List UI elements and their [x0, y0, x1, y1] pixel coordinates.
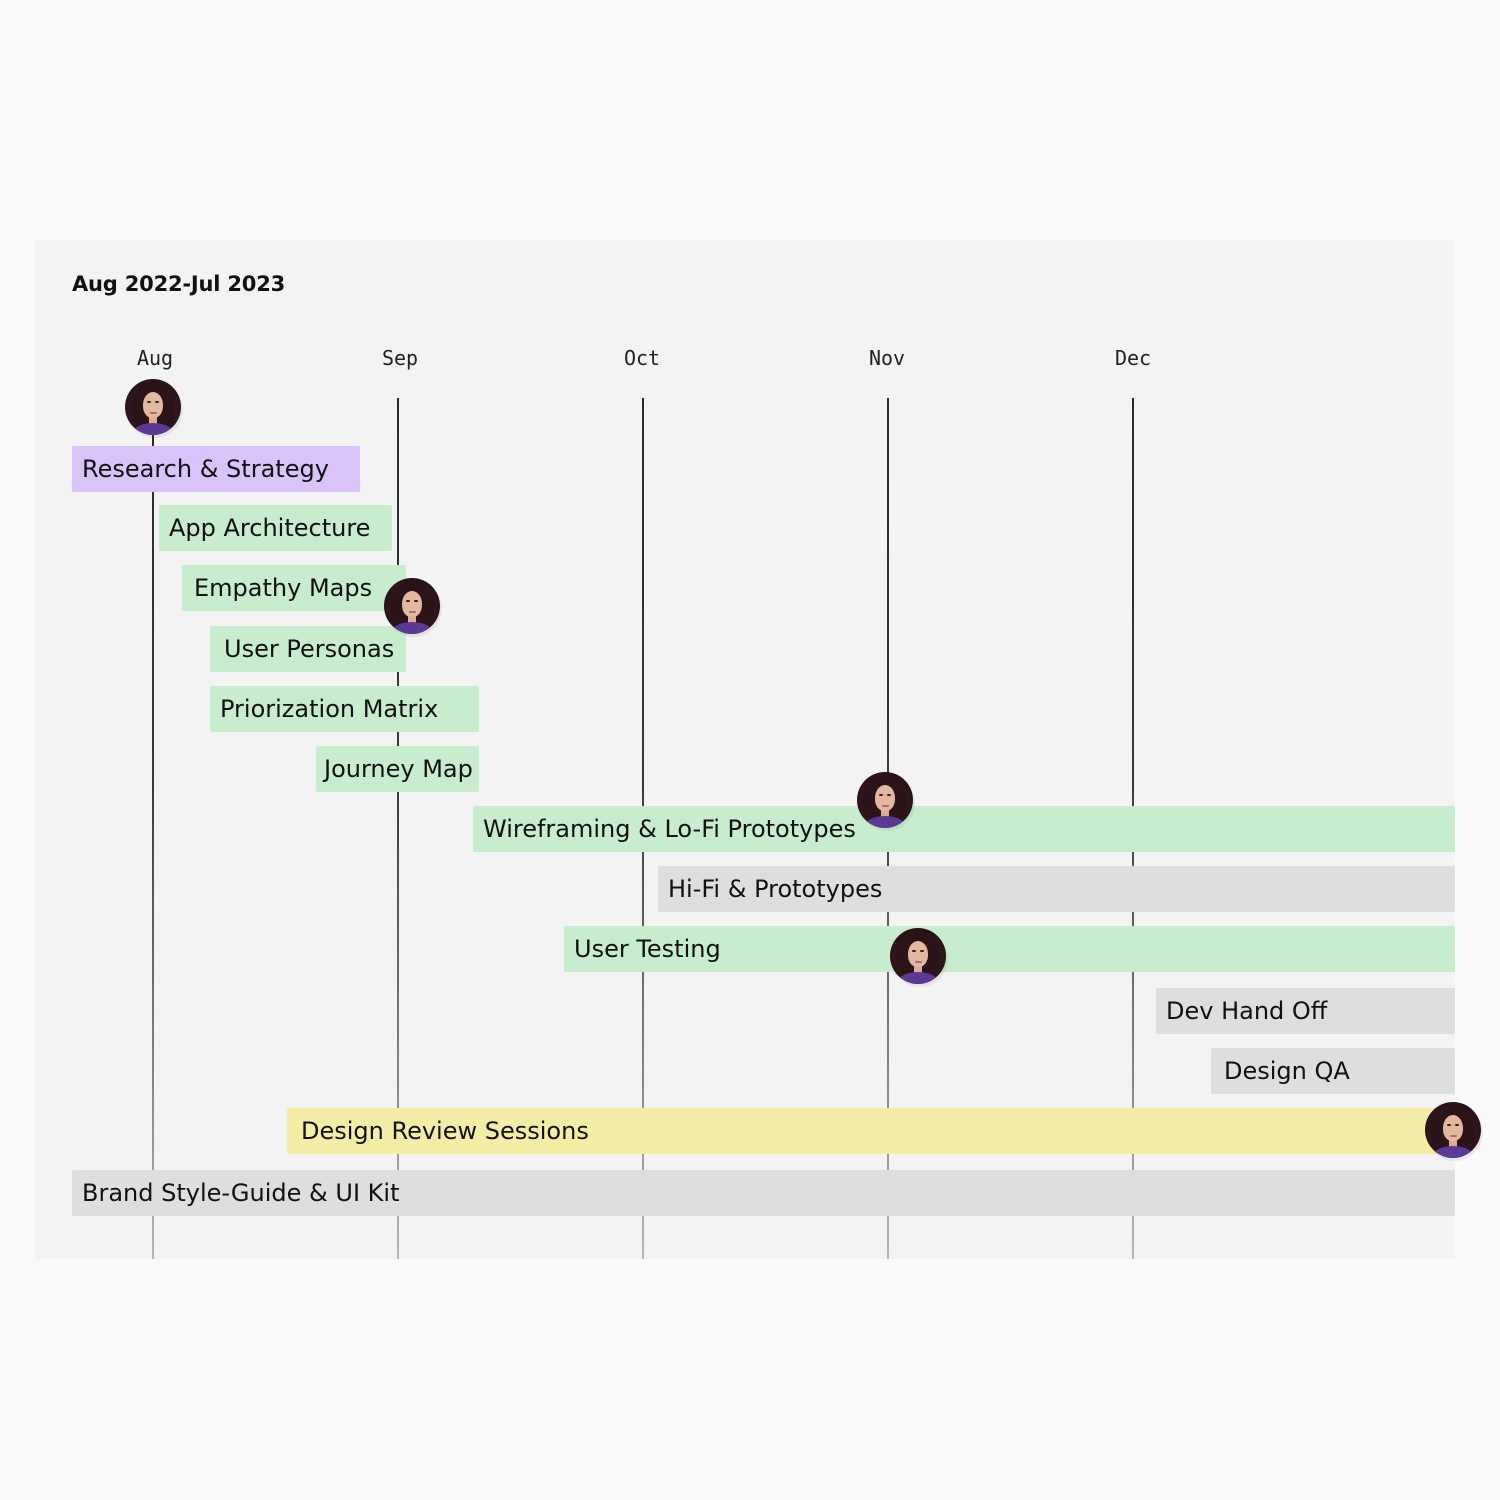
- task-label: Brand Style-Guide & UI Kit: [82, 1179, 400, 1207]
- month-label-sep: Sep: [381, 346, 419, 370]
- date-range-title: Aug 2022-Jul 2023: [72, 272, 286, 296]
- task-label: App Architecture: [169, 514, 371, 542]
- user-avatar-icon[interactable]: [1425, 1102, 1481, 1158]
- task-label: Empathy Maps: [194, 574, 373, 602]
- task-label: Priorization Matrix: [220, 695, 439, 723]
- task-bar-wireframing-lofi[interactable]: Wireframing & Lo-Fi Prototypes: [473, 806, 1455, 852]
- task-bar-brand-style-guide[interactable]: Brand Style-Guide & UI Kit: [72, 1170, 1455, 1216]
- user-avatar-icon[interactable]: [125, 379, 181, 435]
- task-bar-design-review-sessions[interactable]: Design Review Sessions: [287, 1108, 1455, 1154]
- task-label: Wireframing & Lo-Fi Prototypes: [483, 815, 856, 843]
- month-label-aug: Aug: [136, 346, 174, 370]
- task-bar-hifi-prototypes[interactable]: Hi-Fi & Prototypes: [658, 866, 1455, 912]
- task-label: Research & Strategy: [82, 455, 329, 483]
- gridline-sep: [397, 398, 399, 1259]
- task-bar-empathy-maps[interactable]: Empathy Maps: [182, 565, 406, 611]
- task-label: Dev Hand Off: [1166, 997, 1328, 1025]
- gridline-aug: [152, 398, 154, 1259]
- task-label: Hi-Fi & Prototypes: [668, 875, 883, 903]
- month-label-dec: Dec: [1114, 346, 1152, 370]
- task-bar-app-architecture[interactable]: App Architecture: [159, 505, 392, 551]
- user-avatar-icon[interactable]: [857, 772, 913, 828]
- timeline-canvas: [34, 240, 1455, 1259]
- month-label-oct: Oct: [623, 346, 661, 370]
- task-label: Journey Map: [324, 755, 473, 783]
- user-avatar-icon[interactable]: [384, 578, 440, 634]
- task-label: Design Review Sessions: [301, 1117, 589, 1145]
- user-avatar-icon[interactable]: [890, 928, 946, 984]
- task-label: User Personas: [224, 635, 395, 663]
- task-bar-user-personas[interactable]: User Personas: [210, 626, 406, 672]
- task-bar-journey-map[interactable]: Journey Map: [316, 746, 479, 792]
- task-bar-research-strategy[interactable]: Research & Strategy: [72, 446, 360, 492]
- month-label-nov: Nov: [868, 346, 906, 370]
- task-label: Design QA: [1224, 1057, 1350, 1085]
- task-bar-design-qa[interactable]: Design QA: [1211, 1048, 1455, 1094]
- task-label: User Testing: [574, 935, 721, 963]
- task-bar-priorization-matrix[interactable]: Priorization Matrix: [210, 686, 479, 732]
- task-bar-user-testing[interactable]: User Testing: [564, 926, 1455, 972]
- task-bar-dev-hand-off[interactable]: Dev Hand Off: [1156, 988, 1455, 1034]
